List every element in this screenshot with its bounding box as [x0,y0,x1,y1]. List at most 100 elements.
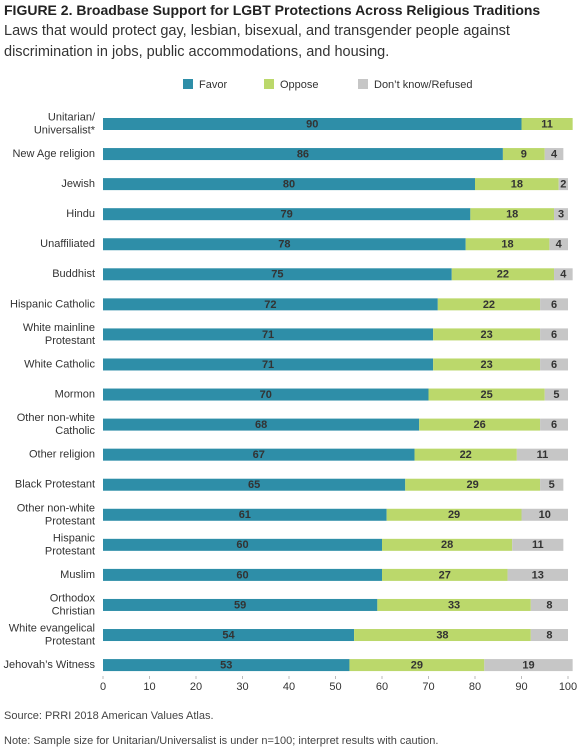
data-label: 18 [506,209,518,221]
bar-segment [540,298,568,311]
data-label: 23 [481,359,493,371]
data-label: 38 [436,629,448,641]
bar-segment [103,418,420,431]
bar-segment [554,268,573,281]
bar-segment [516,448,568,461]
bar-segment [530,598,568,611]
y-tick-label: Orthodox Christian [50,592,96,617]
y-tick-label: Unaffiliated [40,238,95,250]
data-label: 27 [439,569,451,581]
data-label: 26 [474,419,486,431]
data-label: 80 [283,179,295,191]
bar-segment [349,659,485,672]
bar-segment [549,238,568,251]
bar-segment [502,148,545,161]
bar-segment [103,508,387,521]
chart: Favor Oppose Don’t know/Refused 0 10 20 30 40 50… [3,79,577,693]
bar-segment [437,298,541,311]
y-tick-label: Jewish [61,178,95,190]
x-tick-label: 90 [515,681,527,693]
data-label: 9 [521,148,527,160]
y-tick-label: White evangelical Protestant [9,622,95,647]
legend-swatch [358,79,368,89]
data-label: 4 [551,148,558,160]
bar-segment [103,208,471,221]
x-tick-label: 50 [329,681,341,693]
legend-swatch [264,79,274,89]
bar-segment [103,298,438,311]
data-label: 11 [532,539,544,551]
data-label: 22 [483,299,495,311]
data-label: 61 [239,509,251,521]
data-label: 22 [460,449,472,461]
legend-label: Oppose [280,79,319,91]
data-label: 54 [222,629,235,641]
bar-segment [103,568,382,581]
bar-segment [521,118,573,130]
x-tick-label: 10 [143,681,155,693]
data-label: 6 [551,329,557,341]
data-label: 10 [539,509,551,521]
data-label: 11 [541,118,553,130]
legend-label: Favor [199,79,227,91]
data-label: 6 [551,419,557,431]
x-tick-label: 60 [376,681,388,693]
data-label: 72 [264,299,276,311]
y-tick-label: Black Protestant [15,479,95,491]
y-tick-label: White mainline Protestant [23,322,95,347]
bar-segment [540,328,568,341]
bar-segment [103,328,434,341]
bar-segment [521,508,568,521]
bar-segment [540,478,564,491]
y-tick-label: Other non-white Catholic [17,412,96,437]
data-label: 5 [549,479,555,491]
bar-segment [530,629,568,642]
bar-segment [103,268,452,281]
bar-segment [558,178,568,191]
bar-segment [540,358,568,371]
footnote: Note: Sample size for Unitarian/Universa… [4,735,439,747]
data-label: 11 [537,449,549,461]
x-tick-label: 70 [422,681,434,693]
bar-segment [507,568,568,581]
data-label: 71 [262,329,274,341]
bar-segment [475,178,559,191]
x-tick-label: 30 [236,681,248,693]
data-label: 13 [532,569,544,581]
chart-subtitle: Laws that would protect gay, lesbian, bi… [4,23,510,60]
data-label: 6 [551,359,557,371]
data-label: 53 [220,659,232,671]
bar-segment [103,148,503,161]
bar-segment [433,358,541,371]
bar-segment [386,508,522,521]
data-label: 68 [255,419,267,431]
data-label: 25 [481,389,493,401]
y-tick-label: Hispanic Catholic [10,298,95,310]
data-label: 59 [234,599,246,611]
y-tick-label: Mormon [55,388,95,400]
bar-segment [103,629,355,642]
data-label: 70 [260,389,272,401]
bar-segment [465,238,550,251]
data-label: 23 [481,329,493,341]
data-label: 75 [271,269,283,281]
y-tick-label: Hispanic Protestant [45,532,96,557]
bar-segment [103,118,522,130]
bar-segment [103,478,406,491]
data-label: 28 [441,539,453,551]
data-label: 4 [556,239,563,251]
bar-segment [451,268,555,281]
bar-segment [470,208,555,221]
y-tick-label: Unitarian/Universalist* [34,111,96,136]
bar-segment [428,388,545,401]
y-tick-label: Hindu [66,208,95,220]
bar-segment [544,148,564,161]
source-note: Source: PRRI 2018 American Values Atlas. [4,710,214,722]
bar-segment [419,418,541,431]
y-tick-label: New Age religion [12,148,95,160]
legend-label: Don’t know/Refused [374,79,472,91]
data-label: 90 [306,118,318,130]
bar-segment [103,598,378,611]
bar-segment [405,478,541,491]
y-tick-label: White Catholic [24,358,95,370]
